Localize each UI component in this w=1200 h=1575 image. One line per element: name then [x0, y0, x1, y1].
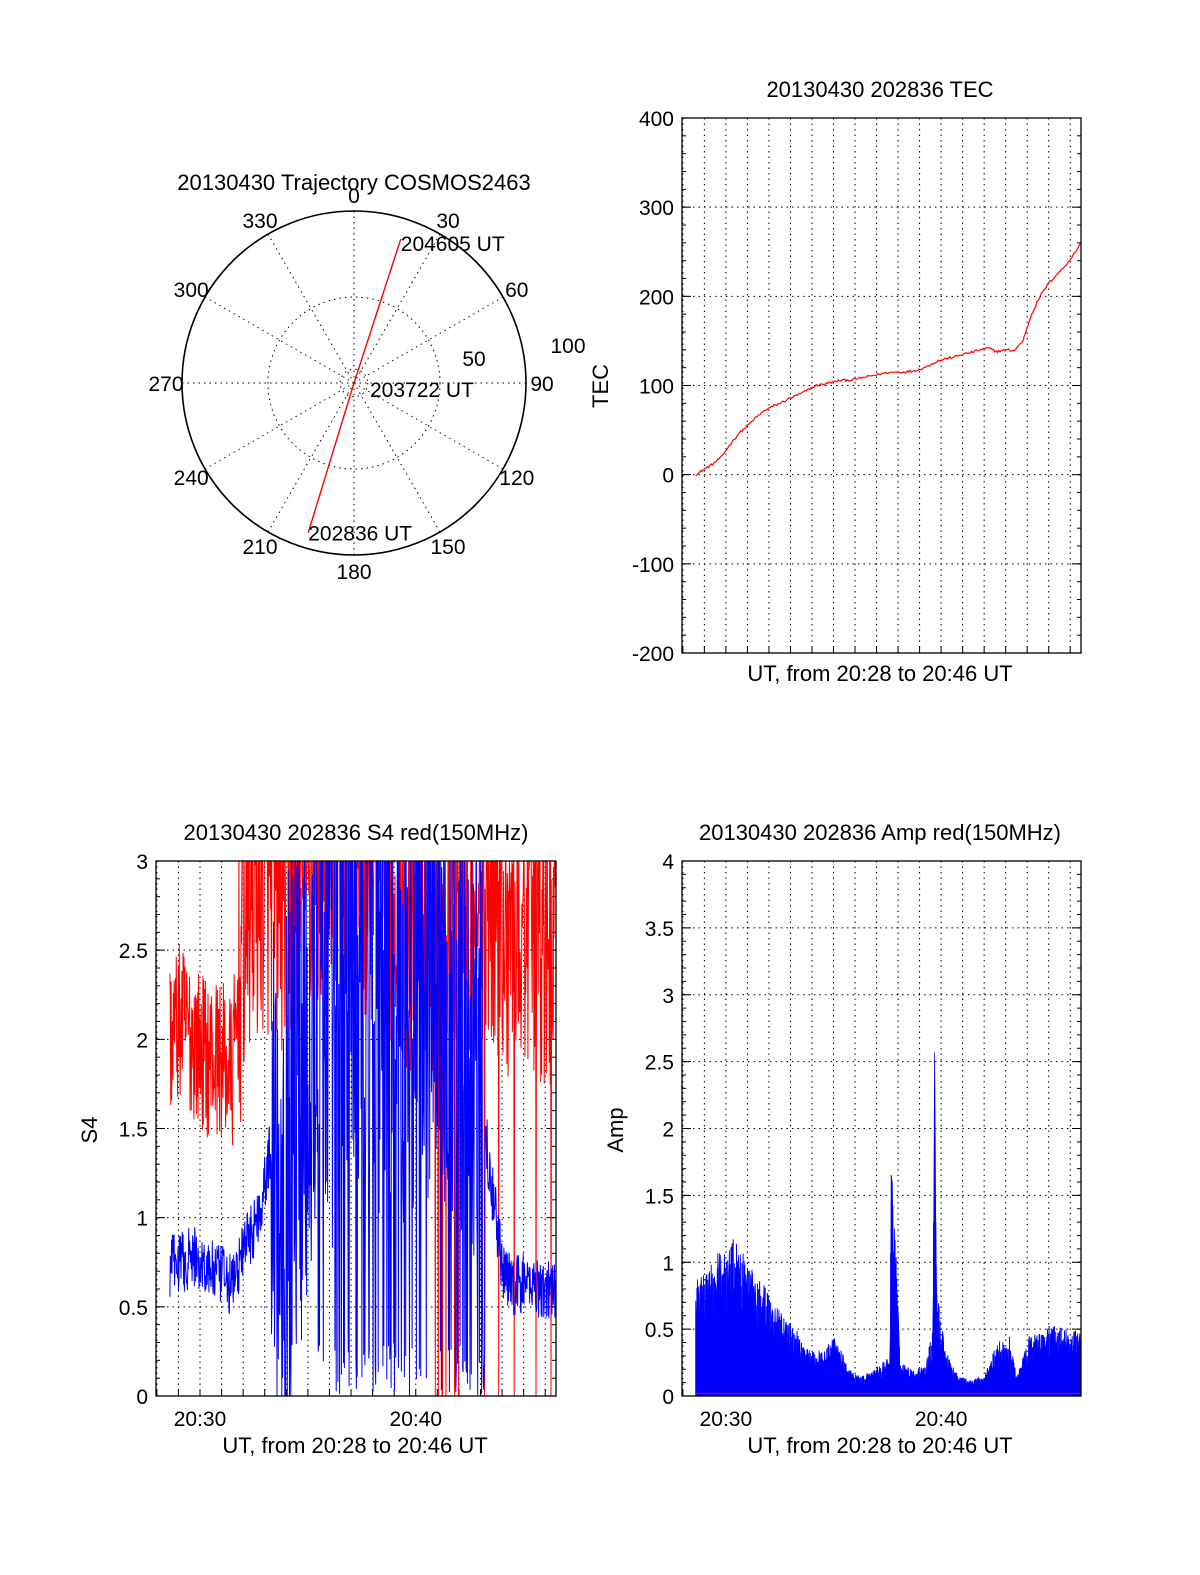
amp-y-tick-label: 0.5 [645, 1319, 674, 1342]
s4-y-tick-label: 2.5 [119, 940, 148, 963]
s4-x-tick-label: 20:30 [174, 1408, 227, 1431]
polar-angle-label: 150 [430, 536, 465, 559]
tec-y-ticks: -200 -100 0 100 200 300 400 [632, 108, 1081, 666]
amp-plot-frame [681, 860, 1082, 1397]
amp-y-tick-label: 2.5 [645, 1052, 674, 1075]
polar-angle-labels: 0 30 60 90 120 150 180 210 240 270 300 330 [148, 185, 553, 584]
amp-y-tick-label: 1 [662, 1252, 674, 1275]
amp-x-tick-label: 20:40 [915, 1408, 968, 1431]
polar-grid-circle-50 [267, 296, 441, 470]
tec-line [695, 243, 1082, 477]
polar-spoke [353, 382, 504, 470]
polar-spoke [267, 382, 355, 533]
amp-x-axis-label: UT, from 20:28 to 20:46 UT [747, 1433, 1012, 1458]
tec-y-tick-label: 300 [639, 197, 674, 220]
s4-chart-title: 20130430 202836 S4 red(150MHz) [184, 820, 529, 845]
s4-line [169, 861, 556, 1396]
polar-radial-label: 50 [462, 348, 485, 371]
tec-y-tick-label: 100 [639, 376, 674, 399]
amp-y-tick-label: 4 [662, 851, 674, 874]
s4-x-ticks: 20:30 20:40 [174, 1408, 442, 1431]
s4-y-tick-label: 2 [136, 1029, 148, 1052]
tec-y-tick-label: -200 [632, 643, 674, 666]
polar-angle-label: 300 [174, 279, 209, 302]
tec-series [695, 243, 1082, 477]
amp-y-tick-label: 2 [662, 1119, 674, 1142]
trajectory-series: 202836 UT 203722 UT 204605 UT [307, 233, 505, 546]
polar-angle-label: 120 [499, 467, 534, 490]
s4-y-tick-label: 3 [136, 851, 148, 874]
amp-y-axis-label: Amp [603, 1107, 628, 1152]
amp-x-tick-label: 20:30 [700, 1408, 753, 1431]
amp-envelope [695, 1052, 1082, 1397]
trajectory-line [307, 238, 402, 533]
polar-angle-label: 270 [148, 373, 183, 396]
tec-y-tick-label: -100 [632, 554, 674, 577]
polar-angle-label: 330 [242, 210, 277, 233]
tec-chart-title: 20130430 202836 TEC [766, 77, 993, 102]
s4-x-tick-label: 20:40 [390, 1408, 443, 1431]
tec-y-tick-label: 200 [639, 286, 674, 309]
polar-angle-label: 30 [436, 210, 459, 233]
amp-y-ticks: 0 0.5 1 1.5 2 2.5 3 3.5 4 [645, 851, 1081, 1409]
polar-spoke [353, 382, 441, 533]
s4-y-axis-label: S4 [77, 1117, 102, 1144]
polar-trajectory-chart: 20130430 Trajectory COSMOS2463 0 30 60 90 12… [148, 170, 585, 584]
amp-x-ticks: 20:30 20:40 [700, 1408, 968, 1431]
polar-spoke [353, 296, 504, 384]
polar-radial-label: 100 [550, 335, 585, 358]
s4-y-tick-label: 0.5 [119, 1297, 148, 1320]
polar-spoke [204, 382, 355, 470]
amp-y-tick-label: 3.5 [645, 918, 674, 941]
amp-chart: 20130430 202836 Amp red(150MHz) 0 0.5 1 1.5… [603, 820, 1082, 1458]
polar-angle-label: 240 [174, 467, 209, 490]
s4-chart: 20130430 202836 S4 red(150MHz) 0 0.5 1 1.5 2… [77, 820, 557, 1458]
polar-angle-label: 0 [348, 185, 360, 208]
amp-y-tick-label: 1.5 [645, 1185, 674, 1208]
s4-y-tick-label: 1 [136, 1208, 148, 1231]
polar-angle-label: 210 [242, 536, 277, 559]
amp-series [695, 1052, 1082, 1397]
tec-x-axis-label: UT, from 20:28 to 20:46 UT [747, 661, 1012, 686]
polar-angle-label: 180 [336, 561, 371, 584]
tec-y-axis-label: TEC [588, 364, 613, 408]
trajectory-point-label: 202836 UT [308, 523, 412, 546]
polar-grid-center [339, 368, 369, 398]
s4-series [169, 861, 556, 1396]
amp-chart-title: 20130430 202836 Amp red(150MHz) [699, 820, 1061, 845]
tec-y-tick-label: 400 [639, 108, 674, 131]
polar-chart-title: 20130430 Trajectory COSMOS2463 [177, 170, 530, 195]
trajectory-point-label: 204605 UT [401, 233, 505, 256]
polar-spoke [204, 296, 355, 384]
amp-y-tick-label: 3 [662, 985, 674, 1008]
s4-y-tick-label: 0 [136, 1386, 148, 1409]
polar-grid [181, 210, 527, 556]
polar-radial-labels: 50 100 [462, 335, 585, 371]
tec-grid [682, 118, 1081, 653]
polar-spoke [267, 233, 355, 384]
trajectory-point-label: 203722 UT [370, 379, 474, 402]
s4-y-tick-label: 1.5 [119, 1119, 148, 1142]
polar-angle-label: 90 [530, 373, 553, 396]
polar-angle-label: 60 [505, 279, 528, 302]
tec-plot-frame [681, 117, 1082, 654]
amp-y-tick-label: 0 [662, 1386, 674, 1409]
tec-y-tick-label: 0 [662, 465, 674, 488]
s4-x-axis-label: UT, from 20:28 to 20:46 UT [222, 1433, 487, 1458]
polar-spoke [353, 233, 441, 384]
tec-chart: 20130430 202836 TEC -200 -100 0 100 200 300 40… [588, 77, 1082, 686]
s4-plot-frame [155, 860, 557, 1397]
